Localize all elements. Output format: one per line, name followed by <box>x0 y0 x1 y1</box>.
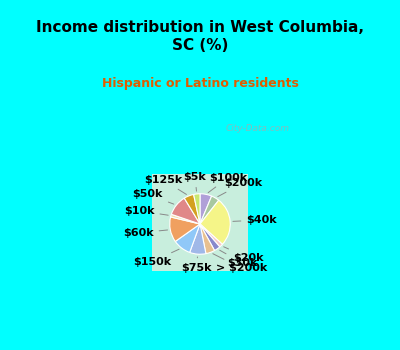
Text: City-Data.com: City-Data.com <box>226 124 290 133</box>
Text: $125k: $125k <box>144 175 186 195</box>
Wedge shape <box>200 200 230 244</box>
Text: $100k: $100k <box>208 173 248 193</box>
Wedge shape <box>200 196 219 224</box>
Wedge shape <box>170 214 200 224</box>
Text: $30k: $30k <box>220 250 258 268</box>
Text: $200k: $200k <box>218 178 262 197</box>
Text: $60k: $60k <box>123 228 168 238</box>
Wedge shape <box>184 195 200 224</box>
Text: Income distribution in West Columbia,
SC (%): Income distribution in West Columbia, SC… <box>36 20 364 53</box>
Wedge shape <box>171 198 200 224</box>
Wedge shape <box>175 224 200 252</box>
Wedge shape <box>200 194 212 224</box>
Text: $20k: $20k <box>224 247 264 263</box>
Wedge shape <box>200 224 222 247</box>
Text: $75k: $75k <box>181 257 212 273</box>
Text: $50k: $50k <box>133 189 174 204</box>
Wedge shape <box>194 194 200 224</box>
Wedge shape <box>200 224 214 254</box>
FancyBboxPatch shape <box>152 174 248 271</box>
Text: $10k: $10k <box>124 206 168 216</box>
Text: $150k: $150k <box>133 249 179 267</box>
Text: $40k: $40k <box>233 215 277 225</box>
Text: $5k: $5k <box>184 172 206 191</box>
Wedge shape <box>170 217 200 241</box>
Wedge shape <box>200 224 220 251</box>
Text: > $200k: > $200k <box>213 254 268 273</box>
Text: Hispanic or Latino residents: Hispanic or Latino residents <box>102 77 298 90</box>
Wedge shape <box>190 224 206 254</box>
